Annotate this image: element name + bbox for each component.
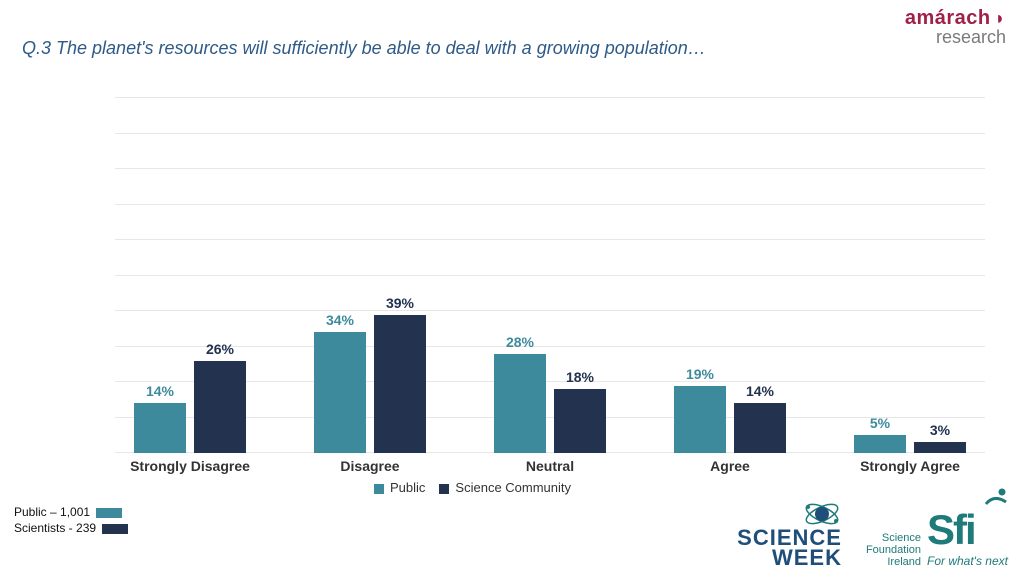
sfi-tag: For what's next [927,554,1008,568]
bar-value-label: 5% [854,415,906,431]
category-label: Strongly Agree [830,458,990,474]
legend-swatch [439,484,449,494]
sample-line: Scientists - 239 [14,520,128,536]
sfi-logo: Science Foundation Ireland Sfi For what'… [866,488,1008,568]
bar-group: 34% 39% [300,98,440,453]
bar-value-label: 39% [374,295,426,311]
bar [134,403,186,453]
bar-value-label: 28% [494,334,546,350]
bar-value-label: 26% [194,341,246,357]
sfi-l2: Foundation [866,544,921,556]
bar [854,435,906,453]
sample-text: Scientists - 239 [14,521,96,535]
chart-legend: Public Science Community [360,480,571,495]
bar-group: 19% 14% [660,98,800,453]
bar-group: 28% 18% [480,98,620,453]
bar [554,389,606,453]
category-label: Strongly Disagree [110,458,270,474]
category-label: Neutral [470,458,630,474]
science-week-l2: WEEK [737,548,842,568]
bar-group: 5% 3% [840,98,980,453]
bar-value-label: 18% [554,369,606,385]
bar-value-label: 3% [914,422,966,438]
bar [374,315,426,453]
category-label: Disagree [290,458,450,474]
footer-logos: SCIENCE WEEK Science Foundation Ireland … [737,488,1008,568]
legend-label: Science Community [455,480,571,495]
sample-line: Public – 1,001 [14,504,128,520]
sample-text: Public – 1,001 [14,505,90,519]
bar [914,442,966,453]
sfi-l3: Ireland [866,556,921,568]
bar [194,361,246,453]
sample-sizes: Public – 1,001 Scientists - 239 [14,504,128,536]
category-label: Agree [650,458,810,474]
legend-label: Public [390,480,425,495]
amarach-bottom: research [905,28,1006,46]
science-week-logo: SCIENCE WEEK [737,496,842,568]
sfi-big: Sfi [927,506,1008,554]
sample-swatch [102,524,128,534]
bar-value-label: 34% [314,312,366,328]
bar [734,403,786,453]
sample-swatch [96,508,122,518]
amarach-logo: amárach◗ research [905,8,1006,46]
bar [314,332,366,453]
bar-value-label: 19% [674,366,726,382]
bar-chart: 14%26%34%39%28%18%19%14%5%3% Strongly Di… [115,98,985,453]
bar [674,386,726,453]
bar-group: 14% 26% [120,98,260,453]
bar [494,354,546,453]
amarach-top: amárach [905,7,991,29]
bar-value-label: 14% [734,383,786,399]
legend-swatch [374,484,384,494]
bar-value-label: 14% [134,383,186,399]
slide-title: Q.3 The planet's resources will sufficie… [22,38,706,59]
sfi-l1: Science [866,532,921,544]
